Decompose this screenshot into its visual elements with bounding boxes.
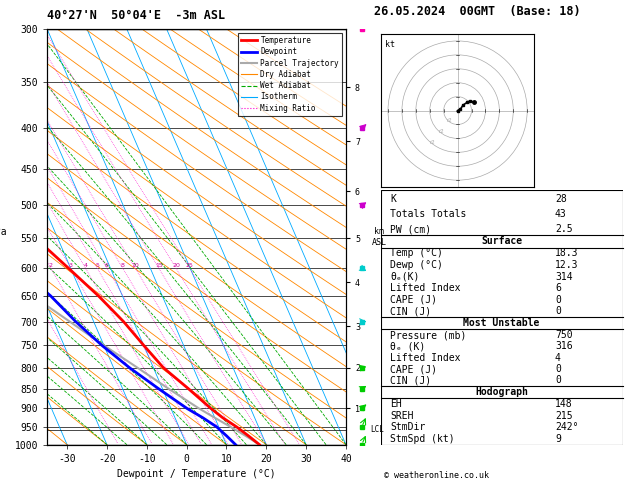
Text: K: K: [390, 194, 396, 204]
X-axis label: Dewpoint / Temperature (°C): Dewpoint / Temperature (°C): [117, 469, 276, 479]
Text: 9: 9: [555, 434, 561, 444]
Text: 0: 0: [555, 306, 561, 316]
Text: SREH: SREH: [390, 411, 414, 421]
Text: CIN (J): CIN (J): [390, 306, 431, 316]
Text: CIN (J): CIN (J): [390, 375, 431, 385]
Text: StmDir: StmDir: [390, 422, 425, 432]
Text: 0: 0: [555, 375, 561, 385]
Text: 3: 3: [69, 263, 73, 268]
Text: Totals Totals: Totals Totals: [390, 209, 467, 219]
Text: 28: 28: [555, 194, 567, 204]
Text: Hodograph: Hodograph: [475, 387, 528, 397]
Text: 0: 0: [555, 364, 561, 374]
Text: r2: r2: [438, 129, 444, 134]
Text: 148: 148: [555, 399, 572, 409]
Text: StmSpd (kt): StmSpd (kt): [390, 434, 455, 444]
Text: Most Unstable: Most Unstable: [464, 318, 540, 328]
Y-axis label: hPa: hPa: [0, 227, 7, 237]
Text: 15: 15: [155, 263, 163, 268]
Text: 4: 4: [84, 263, 87, 268]
Text: r2: r2: [447, 118, 452, 122]
Text: LCL: LCL: [370, 425, 384, 434]
Text: 215: 215: [555, 411, 572, 421]
Text: © weatheronline.co.uk: © weatheronline.co.uk: [384, 471, 489, 480]
Text: 4: 4: [555, 353, 561, 363]
Text: CAPE (J): CAPE (J): [390, 364, 437, 374]
Text: 242°: 242°: [555, 422, 579, 432]
Text: 750: 750: [555, 330, 572, 340]
Text: Pressure (mb): Pressure (mb): [390, 330, 467, 340]
Text: 316: 316: [555, 341, 572, 351]
Legend: Temperature, Dewpoint, Parcel Trajectory, Dry Adiabat, Wet Adiabat, Isotherm, Mi: Temperature, Dewpoint, Parcel Trajectory…: [238, 33, 342, 116]
Text: r2: r2: [430, 140, 435, 145]
Text: Lifted Index: Lifted Index: [390, 283, 460, 293]
Text: kt: kt: [385, 39, 395, 49]
Text: 2: 2: [49, 263, 53, 268]
Text: Dewp (°C): Dewp (°C): [390, 260, 443, 270]
Text: Lifted Index: Lifted Index: [390, 353, 460, 363]
Text: 5: 5: [96, 263, 99, 268]
Text: θₑ(K): θₑ(K): [390, 272, 420, 281]
Text: 43: 43: [555, 209, 567, 219]
Text: CAPE (J): CAPE (J): [390, 295, 437, 305]
Text: 2.5: 2.5: [555, 225, 572, 234]
Text: Surface: Surface: [481, 236, 522, 246]
Text: 40°27'N  50°04'E  -3m ASL: 40°27'N 50°04'E -3m ASL: [47, 9, 225, 22]
Text: θₑ (K): θₑ (K): [390, 341, 425, 351]
Text: 8: 8: [121, 263, 125, 268]
Text: Temp (°C): Temp (°C): [390, 248, 443, 259]
Text: 20: 20: [172, 263, 180, 268]
Text: 314: 314: [555, 272, 572, 281]
Text: PW (cm): PW (cm): [390, 225, 431, 234]
Text: 6: 6: [555, 283, 561, 293]
Text: 6: 6: [105, 263, 109, 268]
Text: 25: 25: [186, 263, 194, 268]
Text: EH: EH: [390, 399, 402, 409]
Y-axis label: km
ASL: km ASL: [372, 227, 387, 246]
Text: 18.3: 18.3: [555, 248, 579, 259]
Text: 26.05.2024  00GMT  (Base: 18): 26.05.2024 00GMT (Base: 18): [374, 5, 581, 18]
Text: 0: 0: [555, 295, 561, 305]
Text: 10: 10: [131, 263, 139, 268]
Text: 12.3: 12.3: [555, 260, 579, 270]
